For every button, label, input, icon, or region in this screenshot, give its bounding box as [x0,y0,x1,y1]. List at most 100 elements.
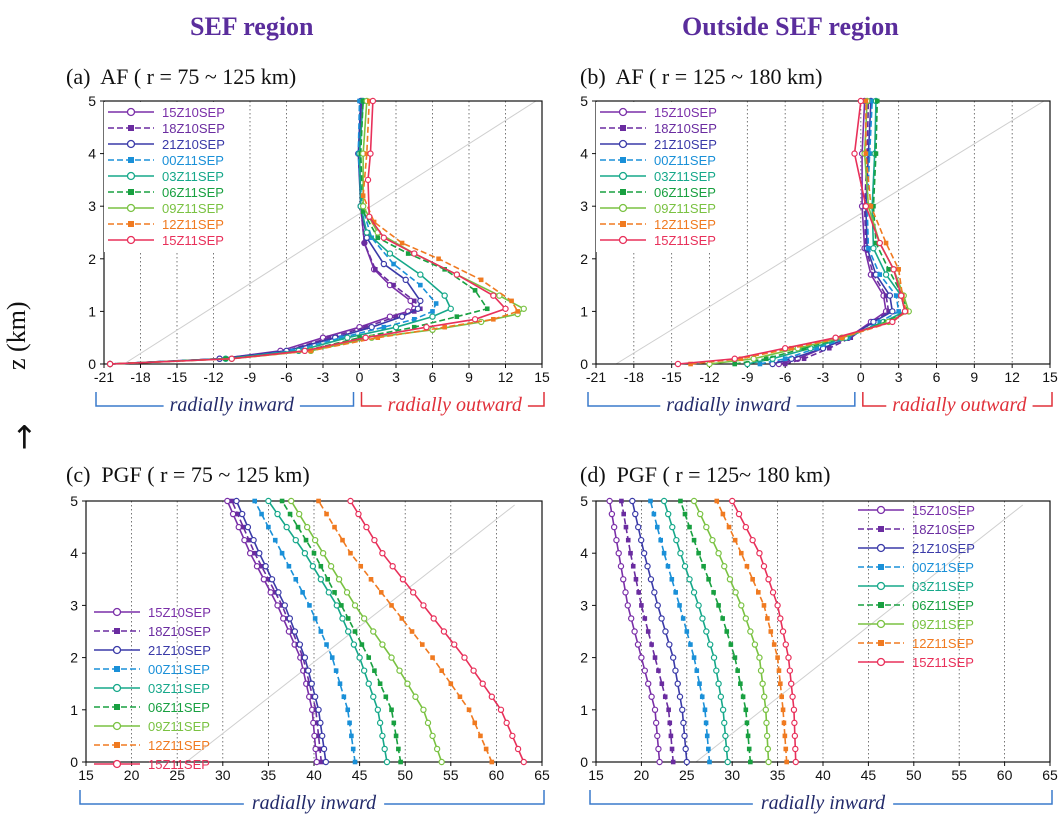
data-point [631,628,638,635]
data-point [751,641,759,648]
data-point [368,577,374,582]
data-point [375,235,381,241]
data-point [871,203,876,209]
data-point [713,667,720,674]
data-point [756,654,763,661]
y-tick-label: 2 [580,251,588,267]
x-tick-label: -9 [741,369,754,385]
data-point [272,537,278,543]
data-point [332,524,337,530]
data-point [420,642,425,647]
data-point [648,498,653,504]
data-point [732,361,738,367]
data-point [338,335,344,340]
data-point [645,680,652,687]
data-point [355,510,362,518]
data-point [886,292,894,299]
data-point [651,589,658,596]
data-point [241,536,248,544]
legend-marker [876,505,886,515]
panel-a-title: (a) AF ( r = 75 ~ 125 km) [66,64,297,89]
data-point [690,589,698,596]
legend-label-03Z11SEP: 03Z11SEP [912,579,974,594]
data-point [301,347,308,355]
data-point [412,693,419,700]
data-point [366,213,373,220]
data-point [411,298,417,304]
data-point [877,319,883,325]
data-point [378,590,384,595]
data-point [886,309,891,314]
data-point [333,668,339,673]
data-point [509,298,514,304]
data-point [613,536,620,544]
legend-label-06Z11SEP: 06Z11SEP [148,700,210,715]
legend-label-12Z11SEP: 12Z11SEP [654,217,716,232]
data-point [677,550,684,557]
data-point [324,642,329,647]
data-point [301,654,309,661]
x-tick-label: 55 [443,767,459,783]
y-tick-label: 0 [88,356,96,372]
data-point [670,759,676,765]
legend-marker [620,125,626,131]
data-point [659,681,665,686]
legend-label-15Z10SEP: 15Z10SEP [162,105,225,120]
data-point [451,641,458,648]
data-point [340,537,345,543]
x-tick-label: 15 [588,767,604,783]
data-point [674,680,681,687]
data-point [792,745,799,753]
data-point [757,361,763,367]
data-point [874,98,880,104]
data-point [882,271,890,278]
data-point [697,681,702,686]
data-point [352,629,358,634]
data-point [360,209,366,214]
data-point [362,334,369,341]
data-point [783,746,789,752]
data-point [386,313,394,320]
data-point [360,98,366,104]
data-point [339,615,346,622]
y-tick-label: 3 [580,198,588,214]
data-point [723,745,730,753]
data-point [638,654,645,661]
data-point [375,335,381,340]
x-tick-label: -15 [167,369,187,385]
data-point [654,732,661,740]
data-point [654,524,660,530]
inward-label: radially inward [170,394,295,416]
data-point [332,590,337,595]
data-point [430,655,435,660]
data-point [883,293,889,298]
data-point [709,536,716,544]
data-point [669,577,675,582]
y-tick-label: 4 [580,545,588,561]
data-point [866,245,871,251]
legend-d: 15Z10SEP 18Z10SEP 21Z10SEP 00Z11SEP 03Z11SEP… [858,503,975,670]
outward-label-mask [886,396,1033,416]
x-tick-label: 12 [498,369,514,385]
data-point [424,719,432,727]
data-point [370,693,377,700]
data-point [652,719,660,727]
data-point [763,356,769,362]
data-point [515,309,520,314]
data-point [863,98,869,104]
x-tick-label: 12 [1004,369,1020,385]
data-point [620,576,627,583]
data-point [520,758,527,766]
data-point [389,603,394,608]
data-point [778,681,783,686]
data-point [747,628,754,635]
data-point [622,589,629,596]
data-point [782,733,788,739]
data-point [374,706,382,714]
data-point [433,301,439,306]
data-point [672,667,679,674]
data-point [344,334,351,341]
data-point [317,576,325,583]
data-point [308,348,314,354]
data-point [862,202,870,210]
